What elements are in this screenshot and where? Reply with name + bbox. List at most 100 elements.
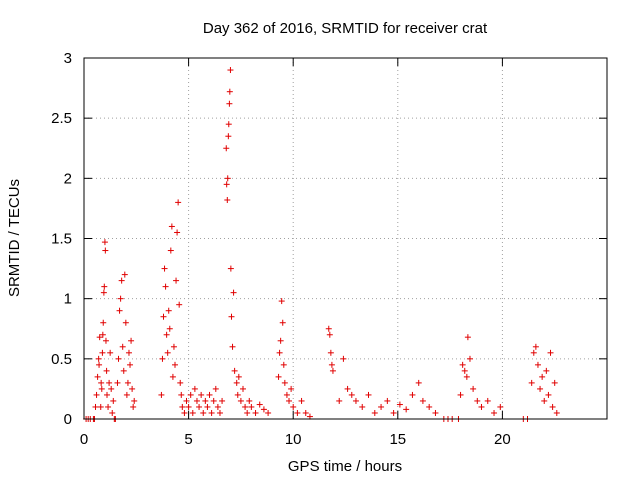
data-point — [159, 355, 166, 362]
data-point — [294, 409, 301, 416]
data-point — [384, 397, 391, 404]
data-point — [175, 199, 182, 206]
data-point — [545, 391, 552, 398]
data-point — [539, 373, 546, 380]
x-tick-label: 0 — [80, 431, 88, 448]
data-point — [99, 331, 106, 338]
data-point — [164, 349, 171, 356]
data-point — [161, 265, 168, 272]
x-axis-label: GPS time / hours — [288, 458, 402, 475]
data-point — [99, 349, 106, 356]
data-point — [225, 121, 232, 128]
y-tick-label: 0.5 — [51, 351, 72, 368]
data-point — [278, 298, 285, 305]
data-point — [551, 379, 558, 386]
data-point — [117, 295, 124, 302]
data-point — [114, 379, 121, 386]
y-tick-label: 0 — [64, 411, 72, 428]
data-point — [426, 403, 433, 410]
data-point — [463, 373, 470, 380]
data-point — [100, 289, 107, 296]
data-point — [162, 283, 169, 290]
data-point — [210, 397, 217, 404]
data-point — [163, 331, 170, 338]
data-point — [491, 409, 498, 416]
data-point — [118, 277, 125, 284]
data-point — [131, 397, 138, 404]
y-axis-label: SRMTID / TECUs — [6, 179, 23, 297]
data-point — [528, 379, 535, 386]
data-point — [329, 367, 336, 374]
data-point — [101, 239, 108, 246]
data-point — [105, 403, 112, 410]
data-point — [129, 385, 136, 392]
data-point — [196, 403, 203, 410]
data-point — [290, 403, 297, 410]
data-point — [275, 373, 282, 380]
data-point — [265, 409, 272, 416]
data-point — [279, 319, 286, 326]
data-point — [121, 271, 128, 278]
data-point — [179, 403, 186, 410]
data-point — [108, 385, 115, 392]
data-point — [173, 277, 180, 284]
data-point — [189, 409, 196, 416]
data-point — [97, 403, 104, 410]
data-point — [122, 319, 129, 326]
data-point — [328, 361, 335, 368]
data-point — [466, 355, 473, 362]
data-point — [459, 361, 466, 368]
data-point — [169, 373, 176, 380]
data-point — [256, 401, 263, 408]
data-point — [280, 361, 287, 368]
data-point — [96, 361, 103, 368]
data-point — [281, 379, 288, 386]
data-point — [95, 355, 102, 362]
x-tick-label: 10 — [285, 431, 302, 448]
data-point — [127, 361, 134, 368]
data-point — [94, 373, 101, 380]
data-point — [457, 391, 464, 398]
data-point — [286, 397, 293, 404]
data-point — [537, 385, 544, 392]
data-point — [224, 175, 231, 182]
data-point — [252, 409, 259, 416]
data-point — [326, 331, 333, 338]
data-point — [158, 391, 165, 398]
data-point — [432, 409, 439, 416]
y-tick-label: 2 — [64, 170, 72, 187]
data-point — [470, 385, 477, 392]
data-point — [228, 313, 235, 320]
data-point — [396, 401, 403, 408]
data-point — [409, 391, 416, 398]
data-point — [187, 391, 194, 398]
data-point — [242, 403, 249, 410]
data-point — [214, 403, 221, 410]
data-point — [160, 313, 167, 320]
data-point — [177, 379, 184, 386]
data-point — [110, 397, 117, 404]
data-point — [541, 397, 548, 404]
data-point — [107, 349, 114, 356]
chart-title: Day 362 of 2016, SRMTID for receiver cra… — [203, 20, 488, 37]
y-tick-label: 1.5 — [51, 231, 72, 248]
data-point — [237, 397, 244, 404]
data-point — [120, 367, 127, 374]
data-point — [198, 391, 205, 398]
data-point — [246, 397, 253, 404]
data-point — [248, 403, 255, 410]
data-point — [288, 385, 295, 392]
data-point — [239, 385, 246, 392]
data-point — [100, 319, 107, 326]
data-point — [348, 391, 355, 398]
data-point — [92, 403, 99, 410]
data-point — [230, 289, 237, 296]
data-point — [200, 409, 207, 416]
data-point — [530, 349, 537, 356]
data-point — [208, 409, 215, 416]
data-point — [93, 391, 100, 398]
data-point — [378, 403, 385, 410]
data-point — [276, 349, 283, 356]
data-point — [98, 379, 105, 386]
